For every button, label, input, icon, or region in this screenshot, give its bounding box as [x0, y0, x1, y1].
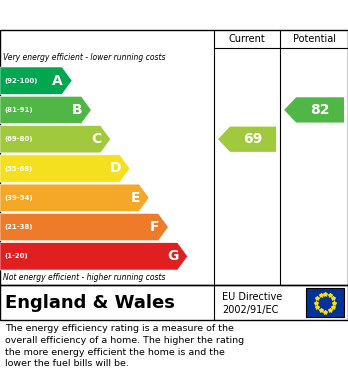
Text: (81-91): (81-91) [4, 107, 33, 113]
Text: The energy efficiency rating is a measure of the
overall efficiency of a home. T: The energy efficiency rating is a measur… [5, 324, 244, 368]
Text: (55-68): (55-68) [4, 165, 32, 172]
Text: Potential: Potential [293, 34, 335, 44]
Text: A: A [52, 74, 63, 88]
Text: EU Directive: EU Directive [222, 292, 282, 302]
Text: D: D [109, 161, 121, 176]
Polygon shape [218, 127, 276, 152]
Text: 2002/91/EC: 2002/91/EC [222, 305, 278, 314]
Polygon shape [0, 213, 168, 241]
Text: G: G [167, 249, 179, 264]
Text: Not energy efficient - higher running costs: Not energy efficient - higher running co… [3, 273, 166, 283]
Text: (92-100): (92-100) [4, 78, 37, 84]
Text: F: F [150, 220, 159, 234]
Text: Energy Efficiency Rating: Energy Efficiency Rating [7, 7, 217, 23]
Polygon shape [284, 97, 344, 122]
Text: E: E [130, 191, 140, 205]
Text: Very energy efficient - lower running costs: Very energy efficient - lower running co… [3, 54, 166, 63]
Polygon shape [0, 126, 111, 153]
Text: England & Wales: England & Wales [5, 294, 175, 312]
Polygon shape [0, 184, 149, 212]
Text: B: B [72, 103, 82, 117]
Text: Current: Current [229, 34, 266, 44]
Text: (1-20): (1-20) [4, 253, 27, 259]
Text: (39-54): (39-54) [4, 195, 33, 201]
Text: (69-80): (69-80) [4, 136, 32, 142]
Text: C: C [91, 132, 102, 146]
Text: 69: 69 [244, 132, 263, 146]
Text: (21-38): (21-38) [4, 224, 32, 230]
FancyBboxPatch shape [306, 288, 344, 317]
Polygon shape [0, 67, 72, 94]
Text: 82: 82 [310, 103, 330, 117]
Polygon shape [0, 243, 188, 270]
Polygon shape [0, 155, 130, 182]
Polygon shape [0, 96, 91, 124]
